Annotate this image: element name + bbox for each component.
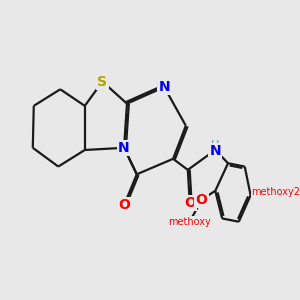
Text: N: N <box>118 141 130 155</box>
Text: O: O <box>258 187 270 201</box>
Text: S: S <box>98 75 107 88</box>
Text: H: H <box>211 140 220 150</box>
Text: methoxy2: methoxy2 <box>252 187 300 197</box>
Text: O: O <box>196 193 208 207</box>
Text: methoxy: methoxy <box>168 217 211 227</box>
Text: N: N <box>209 144 221 158</box>
Text: N: N <box>158 80 170 94</box>
Text: O: O <box>184 196 196 210</box>
Text: O: O <box>118 198 130 212</box>
